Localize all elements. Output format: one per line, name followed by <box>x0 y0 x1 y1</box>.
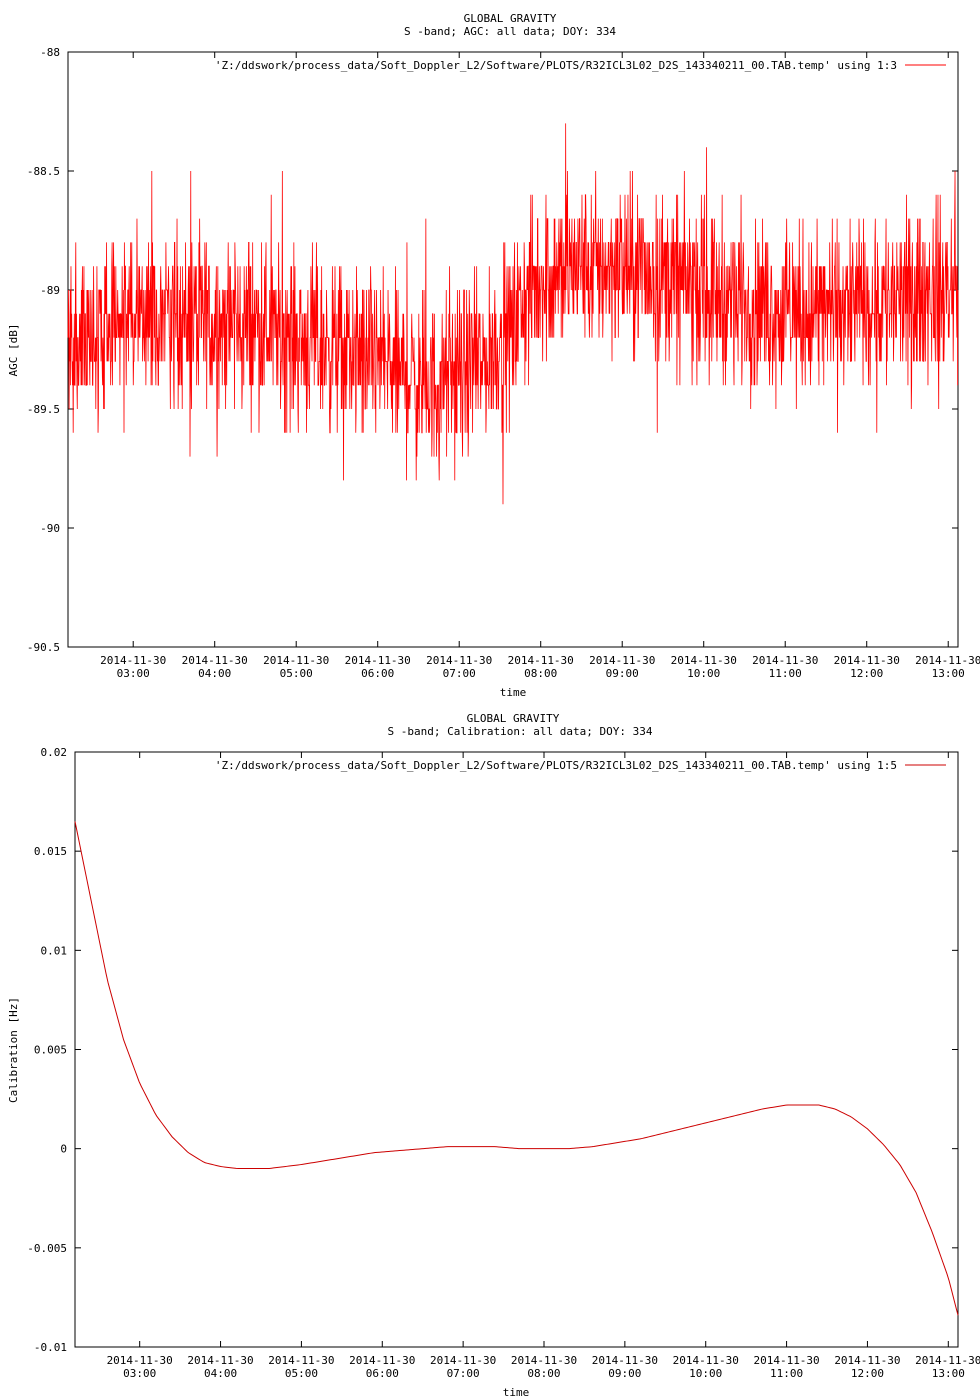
x-tick-label-time: 05:00 <box>285 1367 318 1380</box>
y-tick-label: 0.02 <box>41 746 68 759</box>
x-tick-label-date: 2014-11-30 <box>508 654 574 667</box>
x-tick-label-date: 2014-11-30 <box>426 654 492 667</box>
x-tick-label-time: 10:00 <box>689 1367 722 1380</box>
y-axis-label: AGC [dB] <box>7 324 20 377</box>
x-tick-label-date: 2014-11-30 <box>915 654 980 667</box>
chart-title: GLOBAL GRAVITY <box>467 712 560 725</box>
y-axis-label: Calibration [Hz] <box>7 997 20 1103</box>
x-tick-label-time: 07:00 <box>443 667 476 680</box>
series-layer <box>74 821 959 1316</box>
y-tick-label: 0.01 <box>41 944 68 957</box>
series-line <box>74 821 959 1316</box>
x-tick-label-time: 09:00 <box>606 667 639 680</box>
x-axis-label: time <box>503 1386 530 1399</box>
x-tick-label-time: 10:00 <box>687 667 720 680</box>
x-tick-label-date: 2014-11-30 <box>671 654 737 667</box>
x-tick-label-date: 2014-11-30 <box>589 654 655 667</box>
plot-frame <box>74 751 959 1348</box>
y-tick-label: -90 <box>40 522 60 535</box>
calibration-chart: GLOBAL GRAVITY S -band; Calibration: all… <box>7 712 980 1399</box>
legend-label: 'Z:/ddswork/process_data/Soft_Doppler_L2… <box>215 59 897 72</box>
x-tick-label-date: 2014-11-30 <box>349 1354 415 1367</box>
chart-subtitle: S -band; AGC: all data; DOY: 334 <box>404 25 616 38</box>
series-layer <box>67 123 959 505</box>
x-tick-label-date: 2014-11-30 <box>592 1354 658 1367</box>
x-tick-label-time: 04:00 <box>198 667 231 680</box>
x-tick-label-date: 2014-11-30 <box>107 1354 173 1367</box>
x-tick-label-time: 12:00 <box>851 1367 884 1380</box>
x-tick-label-time: 03:00 <box>123 1367 156 1380</box>
x-tick-label-date: 2014-11-30 <box>511 1354 577 1367</box>
x-tick-label-time: 04:00 <box>204 1367 237 1380</box>
x-tick-label-date: 2014-11-30 <box>187 1354 253 1367</box>
x-axis: 2014-11-3003:002014-11-3004:002014-11-30… <box>107 752 980 1380</box>
x-tick-label-date: 2014-11-30 <box>268 1354 334 1367</box>
y-axis: 0.02 0.015 0.01 0.005 0 -0.005 -0.01 <box>27 746 958 1354</box>
x-tick-label-time: 07:00 <box>447 1367 480 1380</box>
y-tick-label: -0.005 <box>27 1242 67 1255</box>
agc-chart: GLOBAL GRAVITY S -band; AGC: all data; D… <box>7 12 980 699</box>
x-tick-label-time: 03:00 <box>117 667 150 680</box>
y-tick-label: 0.015 <box>34 845 67 858</box>
y-tick-label: -0.01 <box>34 1341 67 1354</box>
x-tick-label-time: 05:00 <box>280 667 313 680</box>
y-tick-label: 0.005 <box>34 1044 67 1057</box>
x-tick-label-date: 2014-11-30 <box>345 654 411 667</box>
x-tick-label-date: 2014-11-30 <box>673 1354 739 1367</box>
chart-title: GLOBAL GRAVITY <box>464 12 557 25</box>
x-tick-label-time: 06:00 <box>361 667 394 680</box>
x-tick-label-time: 13:00 <box>932 1367 965 1380</box>
legend-label: 'Z:/ddswork/process_data/Soft_Doppler_L2… <box>215 759 897 772</box>
x-tick-label-date: 2014-11-30 <box>753 1354 819 1367</box>
y-tick-label: 0 <box>60 1143 67 1156</box>
x-tick-label-time: 12:00 <box>850 667 883 680</box>
x-tick-label-time: 11:00 <box>769 667 802 680</box>
y-tick-label: -89.5 <box>27 403 60 416</box>
x-tick-label-time: 09:00 <box>608 1367 641 1380</box>
x-tick-label-date: 2014-11-30 <box>100 654 166 667</box>
chart-subtitle: S -band; Calibration: all data; DOY: 334 <box>388 725 653 738</box>
y-tick-label: -88 <box>40 46 60 59</box>
x-tick-label-date: 2014-11-30 <box>915 1354 980 1367</box>
x-axis: 2014-11-3003:002014-11-3004:002014-11-30… <box>100 52 980 680</box>
x-tick-label-date: 2014-11-30 <box>430 1354 496 1367</box>
x-tick-label-date: 2014-11-30 <box>263 654 329 667</box>
x-tick-label-time: 08:00 <box>527 1367 560 1380</box>
x-tick-label-date: 2014-11-30 <box>834 654 900 667</box>
y-tick-label: -89 <box>40 284 60 297</box>
x-tick-label-time: 08:00 <box>524 667 557 680</box>
x-tick-label-time: 06:00 <box>366 1367 399 1380</box>
x-tick-label-date: 2014-11-30 <box>752 654 818 667</box>
x-tick-label-date: 2014-11-30 <box>834 1354 900 1367</box>
x-tick-label-time: 11:00 <box>770 1367 803 1380</box>
x-tick-label-date: 2014-11-30 <box>182 654 248 667</box>
series-line <box>67 123 959 505</box>
y-tick-label: -88.5 <box>27 165 60 178</box>
y-tick-label: -90.5 <box>27 641 60 654</box>
x-tick-label-time: 13:00 <box>932 667 965 680</box>
x-axis-label: time <box>500 686 527 699</box>
